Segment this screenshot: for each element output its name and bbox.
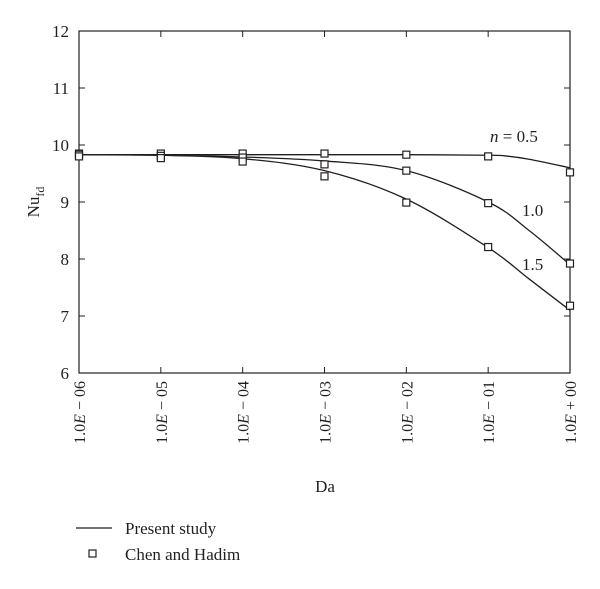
series-marker [402, 166, 411, 175]
y-axis: 6 7 8 9 10 11 12 [52, 22, 570, 383]
series-labels: n = 0.5 1.0 1.5 [490, 127, 543, 274]
x-axis: 1.0E − 061.0E − 051.0E − 041.0E − 031.0E… [72, 31, 580, 444]
plot-frame [78, 30, 571, 374]
legend-marker-label: Chen and Hadim [125, 545, 240, 564]
x-tick-label-mantissa: 1.0 [318, 424, 335, 444]
series-marker [402, 150, 411, 159]
series-marker [320, 149, 329, 158]
series-marker [156, 154, 165, 163]
y-tick-label: 10 [52, 136, 69, 155]
x-tick-label-exponent: + 00 [563, 381, 580, 414]
series-marker [484, 152, 493, 161]
x-tick-label-e: E [481, 414, 498, 425]
x-tick-label: 1.0E − 05 [154, 381, 171, 444]
x-tick-label-mantissa: 1.0 [563, 424, 580, 444]
x-tick-label-exponent: − 01 [481, 381, 498, 414]
x-tick-label-mantissa: 1.0 [399, 424, 416, 444]
x-tick-label: 1.0E − 03 [318, 381, 335, 444]
y-axis-title-sub: fd [33, 187, 47, 197]
x-tick-label-exponent: − 06 [72, 381, 89, 414]
x-tick-label: 1.0E + 00 [563, 381, 580, 444]
series-marker [238, 157, 247, 166]
series-marker [565, 168, 575, 177]
series-label-2: 1.0 [522, 201, 543, 220]
x-tick-label-exponent: − 02 [399, 381, 416, 414]
y-tick-label: 9 [61, 193, 70, 212]
series-label-3: 1.5 [522, 255, 543, 274]
series-marker [565, 301, 575, 310]
y-tick-label: 7 [61, 307, 70, 326]
series-marker [320, 160, 329, 169]
series-marker [484, 199, 493, 208]
series-label-value: 1.5 [522, 255, 543, 274]
legend: Present study Chen and Hadim [76, 519, 240, 564]
series-label-value: = 0.5 [499, 127, 538, 146]
x-tick-label-e: E [563, 414, 580, 425]
x-tick-label: 1.0E − 02 [399, 381, 416, 444]
x-tick-label-mantissa: 1.0 [236, 424, 253, 444]
x-tick-label-e: E [236, 414, 253, 425]
x-tick-label: 1.0E − 06 [72, 381, 89, 444]
x-axis-title: Da [315, 477, 335, 496]
x-tick-label: 1.0E − 04 [236, 381, 253, 444]
series-label-value: 1.0 [522, 201, 543, 220]
x-tick-label-e: E [154, 414, 171, 425]
x-tick-label-e: E [318, 414, 335, 425]
y-axis-title-main: Nu [24, 196, 43, 217]
x-tick-label-e: E [399, 414, 416, 425]
series-marker [320, 172, 329, 181]
series-label-variable: n [490, 127, 499, 146]
series-label-1: n = 0.5 [490, 127, 538, 146]
x-tick-label-mantissa: 1.0 [154, 424, 171, 444]
x-tick-label-exponent: − 04 [236, 381, 253, 414]
series-marker [402, 198, 411, 207]
y-tick-label: 8 [61, 250, 70, 269]
legend-line-label: Present study [125, 519, 217, 538]
series-marker [484, 242, 493, 252]
x-tick-label-e: E [72, 414, 89, 425]
y-tick-label: 12 [52, 22, 69, 41]
x-tick-label-mantissa: 1.0 [72, 424, 89, 444]
y-tick-label: 6 [61, 364, 70, 383]
x-tick-label: 1.0E − 01 [481, 381, 498, 444]
y-tick-label: 11 [53, 79, 69, 98]
series-layer [74, 149, 575, 311]
y-axis-title: Nufd [24, 187, 47, 218]
series-marker [565, 259, 575, 268]
series-marker [74, 152, 84, 161]
x-tick-label-mantissa: 1.0 [481, 424, 498, 444]
x-tick-label-exponent: − 03 [318, 381, 335, 414]
legend-marker-swatch [88, 549, 97, 558]
x-tick-label-exponent: − 05 [154, 381, 171, 414]
series-line-1 [79, 153, 571, 169]
